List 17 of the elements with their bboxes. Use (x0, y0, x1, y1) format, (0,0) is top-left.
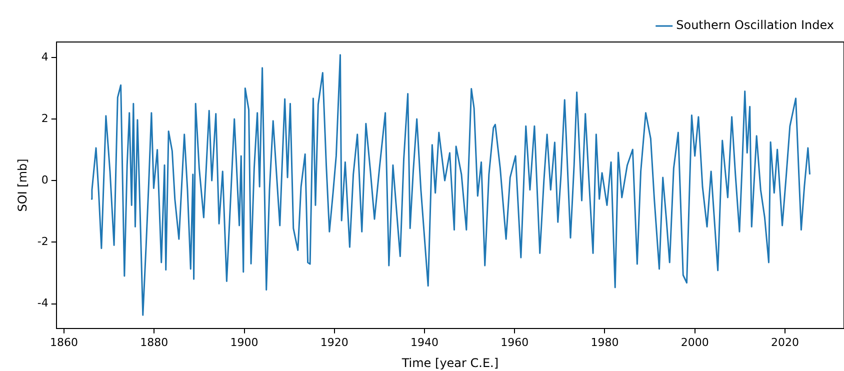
x-axis-title: Time [year C.E.] (400, 356, 499, 370)
x-tick-label: 1960 (500, 336, 529, 349)
y-axis-title: SOI [mb] (15, 158, 30, 212)
y-tick-label: 2 (41, 112, 48, 125)
x-tick-label: 2000 (680, 336, 709, 349)
x-tick-label: 1980 (590, 336, 619, 349)
x-tick-label: 1920 (320, 336, 348, 349)
y-tick-label: 0 (41, 173, 48, 186)
x-tick-label: 2020 (770, 336, 799, 349)
y-tick-label: -2 (37, 235, 48, 248)
y-tick-label: -4 (37, 296, 48, 310)
legend-label: Southern Oscillation Index (676, 18, 834, 32)
x-tick-label: 1940 (410, 336, 438, 349)
y-tick-label: 4 (41, 50, 48, 64)
x-tick-label: 1880 (140, 336, 168, 349)
x-tick-label: 1860 (50, 336, 78, 349)
x-tick-label: 1900 (230, 336, 258, 349)
